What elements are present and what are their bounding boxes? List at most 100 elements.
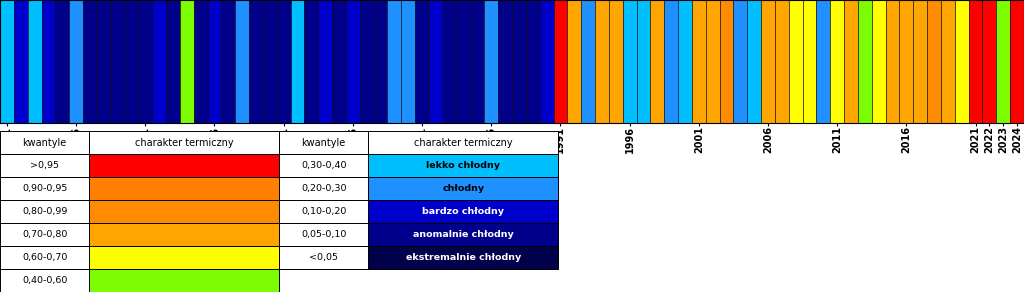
Bar xyxy=(369,177,558,200)
Bar xyxy=(844,0,858,123)
Bar xyxy=(369,131,558,154)
Text: charakter termiczny: charakter termiczny xyxy=(135,138,233,148)
Bar xyxy=(567,0,582,123)
Bar xyxy=(125,0,138,123)
Bar xyxy=(42,0,55,123)
Bar xyxy=(871,0,886,123)
Text: lekko ciepły: lekko ciepły xyxy=(153,253,216,262)
Text: lekko chłodny: lekko chłodny xyxy=(426,161,500,170)
Bar xyxy=(637,0,650,123)
Bar xyxy=(346,0,359,123)
Bar xyxy=(97,0,111,123)
Bar xyxy=(83,0,97,123)
Bar xyxy=(279,223,369,246)
Bar xyxy=(369,200,558,223)
Bar xyxy=(609,0,623,123)
Bar xyxy=(89,246,279,269)
Bar xyxy=(153,0,166,123)
Text: ciepły: ciepły xyxy=(168,230,200,239)
Bar xyxy=(0,223,89,246)
Bar xyxy=(415,0,429,123)
Text: 0,60-0,70: 0,60-0,70 xyxy=(22,253,68,262)
Bar xyxy=(89,269,279,292)
Bar xyxy=(595,0,609,123)
Bar xyxy=(761,0,775,123)
Text: chłodny: chłodny xyxy=(442,184,484,193)
Bar xyxy=(318,0,332,123)
Bar xyxy=(279,131,369,154)
Bar xyxy=(221,0,236,123)
Bar xyxy=(692,0,706,123)
Bar xyxy=(401,0,415,123)
Bar xyxy=(359,0,374,123)
Text: bardzo ciepły: bardzo ciepły xyxy=(148,207,220,216)
Bar xyxy=(89,200,279,223)
Text: 0,90-0,95: 0,90-0,95 xyxy=(22,184,68,193)
Bar xyxy=(899,0,913,123)
Bar xyxy=(369,223,558,246)
Text: 0,05-0,10: 0,05-0,10 xyxy=(301,230,346,239)
Bar xyxy=(369,246,558,269)
Bar xyxy=(166,0,180,123)
Text: 0,80-0,99: 0,80-0,99 xyxy=(22,207,68,216)
Bar xyxy=(0,131,89,154)
Bar xyxy=(180,0,194,123)
Bar xyxy=(442,0,457,123)
Bar xyxy=(0,177,89,200)
Bar xyxy=(913,0,927,123)
Bar xyxy=(70,0,83,123)
Bar xyxy=(111,0,125,123)
Bar xyxy=(89,223,279,246)
Bar xyxy=(0,200,89,223)
Bar xyxy=(830,0,844,123)
Bar xyxy=(720,0,733,123)
Bar xyxy=(279,154,369,177)
Text: 0,20-0,30: 0,20-0,30 xyxy=(301,184,346,193)
Bar xyxy=(0,269,89,292)
Bar xyxy=(1010,0,1024,123)
Bar xyxy=(886,0,899,123)
Bar xyxy=(954,0,969,123)
Bar xyxy=(28,0,42,123)
Bar xyxy=(374,0,387,123)
Text: 0,70-0,80: 0,70-0,80 xyxy=(22,230,68,239)
Text: >0,95: >0,95 xyxy=(30,161,59,170)
Bar xyxy=(304,0,318,123)
Bar xyxy=(582,0,595,123)
Text: 0,10-0,20: 0,10-0,20 xyxy=(301,207,346,216)
Bar xyxy=(512,0,526,123)
Text: 0,40-0,60: 0,40-0,60 xyxy=(22,276,68,285)
Bar xyxy=(0,154,89,177)
Bar xyxy=(927,0,941,123)
Bar xyxy=(803,0,816,123)
Bar xyxy=(194,0,208,123)
Bar xyxy=(775,0,788,123)
Bar xyxy=(554,0,567,123)
Bar xyxy=(526,0,540,123)
Bar xyxy=(249,0,263,123)
Bar xyxy=(279,177,369,200)
Bar xyxy=(665,0,678,123)
Text: bardzo chłodny: bardzo chłodny xyxy=(422,207,504,216)
Bar xyxy=(484,0,498,123)
Text: anomalnie chłodny: anomalnie chłodny xyxy=(413,230,514,239)
Bar xyxy=(788,0,803,123)
Bar xyxy=(429,0,442,123)
Text: normalny: normalny xyxy=(159,276,209,285)
Text: charakter termiczny: charakter termiczny xyxy=(414,138,513,148)
Bar xyxy=(89,131,279,154)
Bar xyxy=(623,0,637,123)
Bar xyxy=(816,0,830,123)
Bar xyxy=(208,0,221,123)
Bar xyxy=(498,0,512,123)
Text: 0,30-0,40: 0,30-0,40 xyxy=(301,161,346,170)
Text: kwantyle: kwantyle xyxy=(301,138,346,148)
Bar xyxy=(941,0,954,123)
Text: ekstremalnie ciepły: ekstremalnie ciepły xyxy=(132,161,237,170)
Bar xyxy=(263,0,276,123)
Bar xyxy=(748,0,761,123)
Bar xyxy=(0,246,89,269)
Bar xyxy=(996,0,1010,123)
Bar xyxy=(0,0,14,123)
Bar xyxy=(540,0,554,123)
